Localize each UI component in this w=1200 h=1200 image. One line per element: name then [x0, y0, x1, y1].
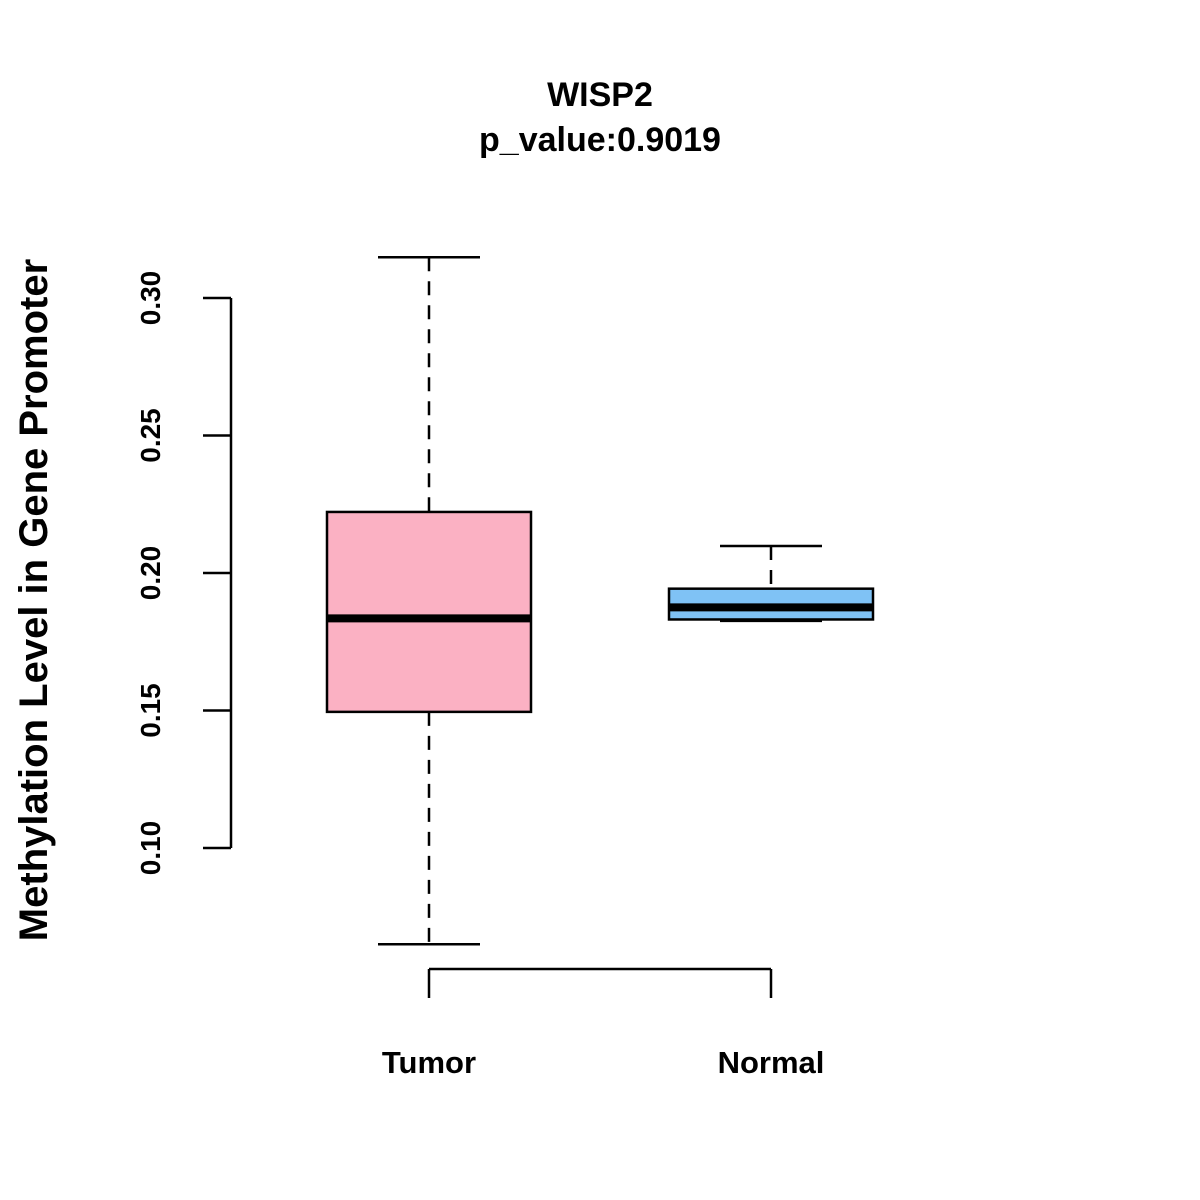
box-normal	[667, 544, 875, 623]
y-tick-label: 0.30	[135, 271, 166, 326]
x-axis: Tumor Normal	[382, 967, 825, 1080]
box-body	[325, 510, 533, 714]
y-tick-label: 0.15	[135, 683, 166, 738]
x-tick-label-tumor: Tumor	[382, 1045, 476, 1080]
y-axis-label: Methylation Level in Gene Promoter	[12, 259, 56, 941]
y-tick-label: 0.10	[135, 821, 166, 876]
box-tumor	[325, 256, 533, 946]
y-tick-label: 0.25	[135, 408, 166, 463]
chart-title: WISP2	[547, 76, 653, 114]
chart-subtitle: p_value:0.9019	[479, 121, 721, 159]
y-axis: 0.10 0.15 0.20 0.25 0.30	[135, 271, 233, 876]
y-tick-label: 0.20	[135, 546, 166, 601]
x-tick-label-normal: Normal	[718, 1045, 825, 1080]
boxes	[325, 256, 875, 946]
